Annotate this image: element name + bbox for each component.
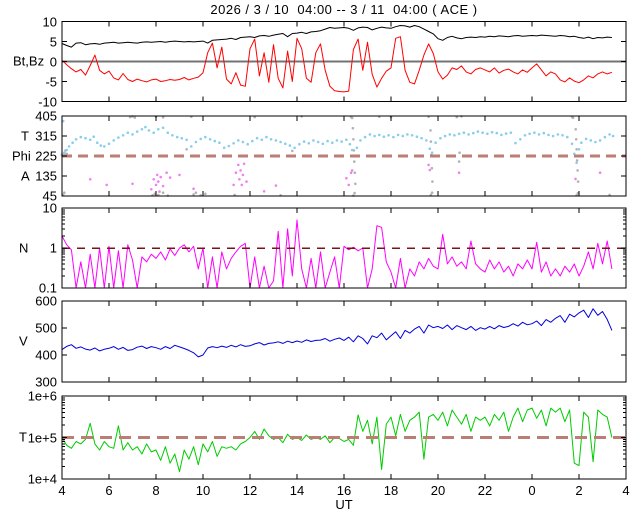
y-axis-label-theta: T [21,128,29,144]
y-axis-label-alpha: A [21,168,30,184]
panel-speed [61,300,627,383]
y-tick-label: 315 [35,128,57,144]
y-tick-label: -5 [45,74,57,89]
y-tick-label: 0 [49,54,57,69]
y-tick-label: 405 [35,108,57,124]
x-tick-label: 0 [528,483,536,498]
x-tick-label: 18 [383,483,399,498]
y-tick-label: 45 [42,188,57,204]
y-tick-label: 1 [49,240,57,256]
x-tick-label: 8 [152,483,160,498]
panel-imf [61,21,627,102]
x-tick-label: 14 [289,483,305,498]
series-Bz [61,36,613,93]
x-tick-label: 6 [105,483,113,498]
y-tick-label: 10 [42,14,57,29]
x-tick-label: 16 [336,483,352,498]
series-V [61,308,613,358]
y-tick-label: 300 [35,374,57,390]
y-tick-label: 600 [35,293,57,309]
y-tick-label: 400 [35,347,57,363]
series-Phi [60,119,615,164]
series-N [61,219,613,289]
panel-temperature [61,395,627,480]
y-tick-label: 1e+5 [27,430,57,445]
plot-title: 2026 / 3 / 10 04:00 -- 3 / 11 04:00 ( AC… [210,2,478,17]
y-axis-label-phi: Phi [12,148,31,164]
y-tick-label: 5 [49,34,57,49]
x-tick-label: 12 [242,483,258,498]
y-tick-label: 1e+4 [27,471,57,487]
y-axis-label-density: N [19,240,29,256]
y-tick-label: -10 [38,94,57,109]
series-Bt [61,25,612,48]
y-tick-label: 135 [35,168,57,184]
x-tick-label: 4 [622,483,630,498]
x-tick-label: 10 [195,483,211,498]
panel-angles [60,115,627,197]
y-axis-label-bt-bz: Bt,Bz [13,53,45,69]
y-tick-label: 1e+6 [27,388,57,404]
x-tick-label: 22 [477,483,493,498]
y-tick-label: 500 [35,320,57,336]
y-tick-label: 225 [35,148,57,164]
series-T [61,407,613,473]
y-axis-label-speed: V [19,333,28,349]
series-A [88,162,602,193]
y-axis-label-temperature: T [19,429,27,445]
x-axis-label: UT [335,497,353,512]
x-tick-label: 4 [58,483,66,498]
y-tick-label: 10 [42,200,57,216]
x-tick-label: 20 [430,483,446,498]
panel-density [61,207,627,289]
y-tick-label: 0.1 [38,280,57,296]
x-tick-label: 2 [575,483,583,498]
